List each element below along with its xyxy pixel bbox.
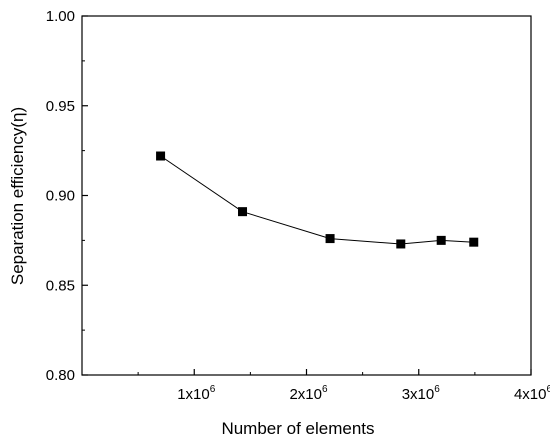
x-tick-exponent: 6 [434, 384, 440, 395]
x-tick-exponent: 6 [546, 384, 550, 395]
x-tick-label: 2x106 [289, 384, 328, 403]
series-line [160, 155, 474, 245]
x-tick-mantissa: 3x10 [402, 386, 435, 403]
x-axis-title: Number of elements [221, 419, 374, 438]
y-tick-label: 0.80 [46, 367, 75, 384]
data-point [396, 239, 406, 249]
x-axis: 1x106 2x106 3x106 4x106 [137, 369, 550, 403]
y-tick-label: 1.00 [46, 8, 75, 25]
y-tick-label: 0.95 [46, 98, 75, 115]
x-tick-mantissa: 2x10 [289, 386, 322, 403]
plot-frame [81, 15, 532, 376]
series-layer [156, 151, 479, 249]
y-tick-label: 0.85 [46, 277, 75, 294]
y-tick-label: 0.90 [46, 188, 75, 205]
x-tick-label: 4x106 [514, 384, 550, 403]
data-point [436, 235, 446, 245]
x-tick-mantissa: 1x10 [177, 386, 210, 403]
y-axis: 0.80 0.85 0.90 0.95 1.00 [46, 8, 88, 384]
x-tick-exponent: 6 [322, 384, 328, 395]
x-tick-label: 1x106 [177, 384, 216, 403]
data-point [469, 237, 479, 247]
y-axis-title: Separation efficiency(η) [8, 107, 27, 285]
x-tick-mantissa: 4x10 [514, 386, 547, 403]
x-tick-exponent: 6 [210, 384, 216, 395]
data-point [238, 207, 248, 217]
data-point [156, 151, 166, 161]
data-point [325, 234, 335, 244]
x-tick-label: 3x106 [402, 384, 441, 403]
